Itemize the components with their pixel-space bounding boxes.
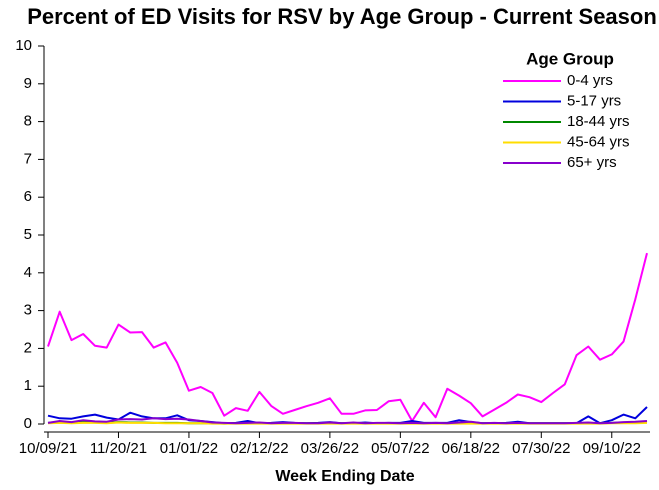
y-tick-label: 4 <box>24 264 32 281</box>
legend-label: 18-44 yrs <box>567 113 630 130</box>
series-line <box>47 406 648 425</box>
y-tick-label: 5 <box>24 226 32 243</box>
x-tick-label: 09/10/22 <box>583 440 641 457</box>
x-tick-label: 02/12/22 <box>230 440 288 457</box>
x-tick-label: 10/09/21 <box>19 440 77 457</box>
x-tick-label: 06/18/22 <box>442 440 500 457</box>
y-tick-label: 0 <box>24 415 32 432</box>
y-tick-label: 3 <box>24 302 32 319</box>
series-line <box>47 252 648 422</box>
legend-label: 5-17 yrs <box>567 92 621 109</box>
series-line <box>47 417 648 425</box>
chart-title: Percent of ED Visits for RSV by Age Grou… <box>27 4 657 29</box>
x-tick-label: 11/20/21 <box>90 440 147 457</box>
x-tick-label: 03/26/22 <box>301 440 359 457</box>
legend-title: Age Group <box>526 49 614 68</box>
x-tick-label: 05/07/22 <box>371 440 429 457</box>
legend-label: 0-4 yrs <box>567 72 613 89</box>
x-axis-title: Week Ending Date <box>275 468 414 485</box>
legend-label: 65+ yrs <box>567 154 617 171</box>
y-tick-label: 9 <box>24 75 32 92</box>
y-tick-label: 10 <box>15 37 32 54</box>
y-tick-label: 8 <box>24 113 32 130</box>
y-tick-label: 1 <box>24 377 32 394</box>
y-tick-label: 7 <box>24 150 32 167</box>
y-tick-label: 6 <box>24 188 32 205</box>
x-tick-label: 01/01/22 <box>160 440 218 457</box>
y-tick-label: 2 <box>24 339 32 356</box>
legend-label: 45-64 yrs <box>567 133 630 150</box>
x-tick-label: 07/30/22 <box>512 440 570 457</box>
